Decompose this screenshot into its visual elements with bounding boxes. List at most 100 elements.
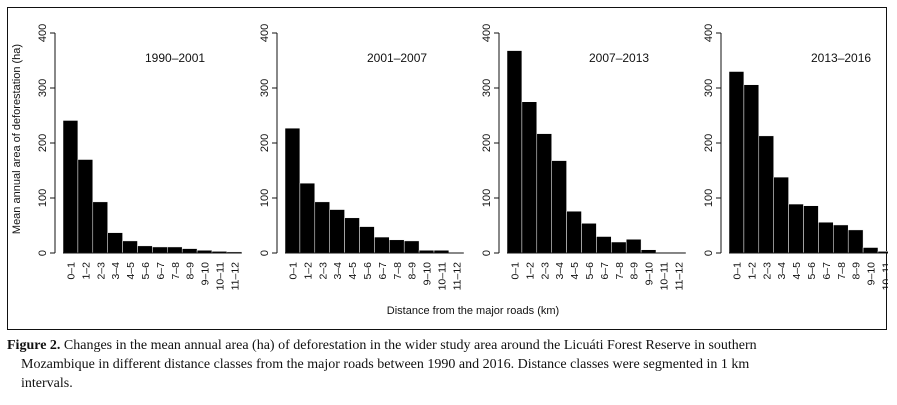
y-tick-label: 300 <box>703 79 715 97</box>
x-tick-label: 11–12 <box>229 262 241 291</box>
x-tick-label: 7–8 <box>836 262 848 280</box>
bar <box>818 221 834 254</box>
bar <box>77 159 94 254</box>
x-tick-label: 8–9 <box>407 262 419 280</box>
x-tick-label: 8–9 <box>629 262 641 280</box>
x-tick-label: 10–11 <box>880 262 888 291</box>
y-tick-label: 200 <box>481 134 493 152</box>
bar <box>743 84 760 254</box>
x-tick-label: 6–7 <box>155 262 167 280</box>
caption-text-line1: Changes in the mean annual area (ha) of … <box>60 338 757 353</box>
x-tick-label: 9–10 <box>422 262 434 286</box>
bar <box>506 50 523 254</box>
x-tick-label: 2–3 <box>95 262 107 280</box>
x-tick-label: 3–4 <box>554 262 566 280</box>
bar <box>611 241 627 254</box>
x-tick-label: 10–11 <box>436 262 448 291</box>
y-tick-label: 0 <box>259 250 271 256</box>
y-tick-label: 400 <box>703 24 715 42</box>
x-tick-label: 6–7 <box>377 262 389 280</box>
x-tick-label: 2–3 <box>761 262 773 280</box>
bar <box>62 120 79 254</box>
x-tick-label: 0–1 <box>65 262 77 280</box>
x-tick-label: 9–10 <box>644 262 656 286</box>
bar <box>344 217 360 254</box>
bar <box>107 232 123 254</box>
x-tick-label: 3–4 <box>332 262 344 280</box>
bar <box>788 203 804 254</box>
x-tick-label: 7–8 <box>170 262 182 280</box>
x-tick-label: 11–12 <box>451 262 463 291</box>
y-tick-label: 300 <box>259 79 271 97</box>
x-tick-label: 3–4 <box>110 262 122 280</box>
x-tick-label: 10–11 <box>214 262 226 291</box>
figure-caption: Figure 2. Changes in the mean annual are… <box>7 336 891 393</box>
y-tick-label: 400 <box>259 24 271 42</box>
figure-frame: Mean annual area of deforestation (ha) D… <box>7 7 888 330</box>
x-tick-label: 8–9 <box>851 262 863 280</box>
x-tick-label: 9–10 <box>866 262 878 286</box>
y-tick-label: 100 <box>37 189 49 207</box>
x-tick-label: 1–2 <box>80 262 92 280</box>
x-tick-label: 5–6 <box>584 262 596 280</box>
bar <box>167 246 183 254</box>
bar <box>329 209 345 254</box>
panel-2: 0 100 200 300 400 0–1 1–2 2–3 3–4 4–5 5–6 6–7 7–8 8–9… <box>259 24 464 291</box>
bar <box>181 248 198 254</box>
y-tick-label: 0 <box>481 250 493 256</box>
bar <box>773 176 789 254</box>
x-tick-label: 5–6 <box>140 262 152 280</box>
y-axis-label: Mean annual area of deforestation (ha) <box>11 44 23 234</box>
caption-label: Figure 2. <box>7 338 61 353</box>
bar <box>728 71 745 254</box>
bar <box>137 245 153 254</box>
panel-1: 0 100 200 300 400 0–1 1–2 2–3 3–4 4–5 5–6 6–7 7–8 8–9… <box>37 24 243 291</box>
y-tick-label: 200 <box>37 134 49 152</box>
panel-title: 2007–2013 <box>589 51 649 65</box>
y-tick-label: 100 <box>703 189 715 207</box>
x-tick-label: 7–8 <box>392 262 404 280</box>
x-tick-label: 7–8 <box>614 262 626 280</box>
x-tick-label: 1–2 <box>302 262 314 280</box>
panel-title: 2013–2016 <box>811 51 871 65</box>
x-tick-label: 0–1 <box>731 262 743 280</box>
x-tick-label: 2–3 <box>317 262 329 280</box>
bar <box>92 201 108 254</box>
x-tick-label: 9–10 <box>200 262 212 286</box>
y-tick-label: 300 <box>481 79 493 97</box>
panel-3: 0 100 200 300 400 0–1 1–2 2–3 3–4 4–5 5–6 6–7 7–8 8–9… <box>481 24 687 290</box>
panel-title: 2001–2007 <box>367 51 427 65</box>
x-tick-label: 3–4 <box>776 262 788 280</box>
bar <box>847 229 864 254</box>
x-tick-label: 0–1 <box>287 262 299 280</box>
bar <box>122 240 138 254</box>
bar <box>359 226 375 254</box>
y-tick-label: 400 <box>37 24 49 42</box>
bar <box>551 160 567 254</box>
x-axis-label: Distance from the major roads (km) <box>387 305 559 317</box>
bar <box>566 210 582 254</box>
x-tick-label: 4–5 <box>569 262 581 280</box>
x-tick-label: 1–2 <box>524 262 536 280</box>
x-tick-label: 8–9 <box>185 262 197 280</box>
y-tick-label: 200 <box>703 134 715 152</box>
caption-text-line3: intervals. <box>21 376 73 391</box>
y-tick-label: 200 <box>259 134 271 152</box>
bar <box>403 240 420 254</box>
bar <box>758 135 774 254</box>
y-tick-label: 100 <box>481 189 493 207</box>
bar <box>389 239 405 254</box>
x-tick-label: 5–6 <box>362 262 374 280</box>
bar <box>521 101 538 254</box>
y-tick-label: 100 <box>259 189 271 207</box>
bar <box>374 236 390 254</box>
bar <box>284 127 301 254</box>
panel-title: 1990–2001 <box>145 51 205 65</box>
bar <box>314 201 330 254</box>
bar <box>625 239 642 254</box>
x-tick-label: 6–7 <box>599 262 611 280</box>
x-tick-label: 1–2 <box>746 262 758 280</box>
bar <box>803 205 819 254</box>
bar <box>833 224 849 254</box>
y-tick-label: 400 <box>481 24 493 42</box>
